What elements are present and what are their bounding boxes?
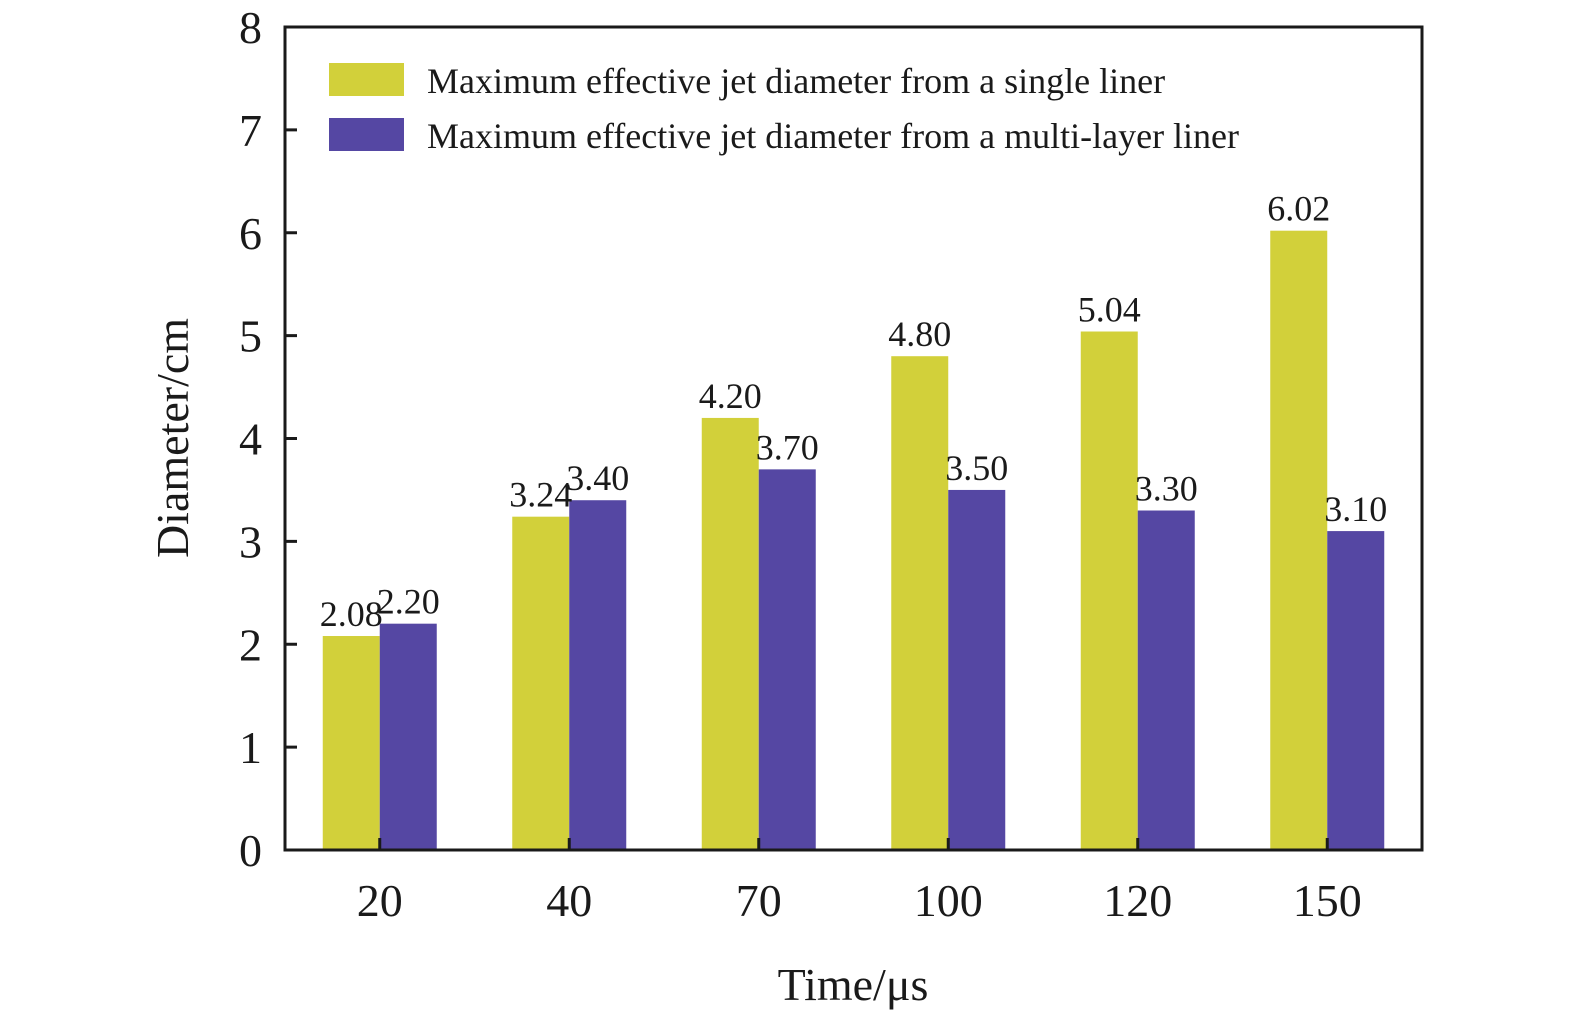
bar-multi-layer-liner: [1137, 510, 1195, 850]
y-tick-label: 1: [239, 722, 262, 773]
x-tick-label: 100: [914, 875, 983, 926]
legend-label-multi-layer-liner: Maximum effective jet diameter from a mu…: [427, 116, 1239, 156]
bar-multi-layer-liner: [1327, 531, 1385, 850]
data-label: 3.40: [566, 458, 629, 498]
y-tick-label: 7: [239, 105, 262, 156]
y-tick-label: 6: [239, 208, 262, 259]
bars-group: [322, 230, 1385, 850]
data-label: 3.50: [945, 448, 1008, 488]
bar-single-liner: [512, 516, 570, 850]
bar-multi-layer-liner: [948, 489, 1006, 850]
data-label: 3.30: [1135, 469, 1198, 509]
data-label: 3.10: [1324, 489, 1387, 529]
x-tick-label: 40: [546, 875, 592, 926]
bar-multi-layer-liner: [569, 500, 627, 850]
y-axis: 0 1 2 3 4 5 6 7 8: [239, 2, 297, 876]
data-labels-group: 2.082.20 3.243.40 4.20 3.70 4.80 3.50 5.04 3.30…: [320, 189, 1388, 634]
x-tick-label: 20: [357, 875, 403, 926]
bar-single-liner: [701, 417, 759, 850]
y-tick-label: 0: [239, 825, 262, 876]
data-label: 3.24: [509, 475, 572, 515]
y-tick-label: 4: [239, 414, 262, 465]
x-tick-label: 70: [736, 875, 782, 926]
legend: Maximum effective jet diameter from a si…: [329, 61, 1239, 156]
legend-label-single-liner: Maximum effective jet diameter from a si…: [427, 61, 1165, 101]
x-axis-title: Time/μs: [778, 959, 929, 1010]
y-tick-label: 3: [239, 516, 262, 567]
x-tick-label: 120: [1103, 875, 1172, 926]
y-tick-label: 8: [239, 2, 262, 53]
x-tick-label: 150: [1293, 875, 1362, 926]
bar-multi-layer-liner: [379, 623, 437, 850]
data-label: 2.20: [377, 582, 440, 622]
data-label: 6.02: [1267, 189, 1330, 229]
data-label: 4.20: [699, 376, 762, 416]
bar-single-liner: [322, 636, 380, 850]
data-label: 2.08: [320, 594, 383, 634]
y-axis-title: Diameter/cm: [147, 318, 198, 558]
legend-swatch-single-liner: [329, 63, 404, 96]
x-axis: 20 40 70 100 120 150: [357, 838, 1362, 926]
data-label: 4.80: [888, 314, 951, 354]
bar-single-liner: [1270, 230, 1328, 850]
data-label: 3.70: [756, 427, 819, 467]
bar-single-liner: [891, 356, 949, 850]
y-tick-label: 5: [239, 311, 262, 362]
data-label: 5.04: [1078, 290, 1141, 330]
legend-swatch-multi-layer-liner: [329, 118, 404, 151]
bar-multi-layer-liner: [758, 469, 816, 850]
y-tick-label: 2: [239, 619, 262, 670]
bar-single-liner: [1080, 331, 1138, 850]
